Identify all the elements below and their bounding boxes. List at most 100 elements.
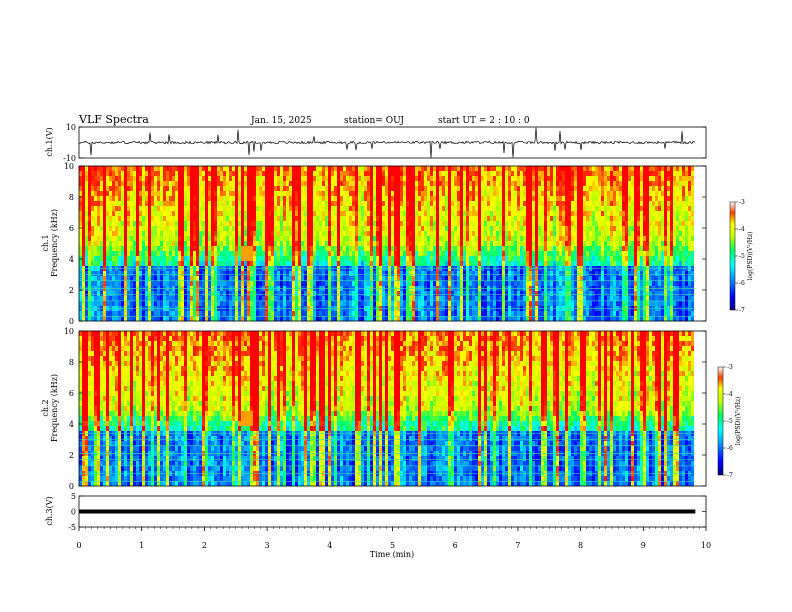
spectrogram-cell: [367, 221, 370, 227]
spectrogram-cell: [355, 216, 358, 222]
spectrogram-cell: [235, 206, 238, 212]
spectrogram-cell: [256, 181, 259, 187]
spectrogram-cell: [541, 311, 544, 317]
spectrogram-cell: [547, 296, 550, 302]
spectrogram-cell: [253, 201, 256, 207]
spectrogram-cell: [412, 171, 415, 177]
spectrogram-cell: [226, 236, 229, 242]
spectrogram-cell: [277, 316, 280, 322]
spectrogram-cell: [454, 211, 457, 217]
spectrogram-cell: [487, 181, 490, 187]
spectrogram-cell: [487, 311, 490, 317]
spectrogram-cell: [421, 166, 424, 172]
spectrogram-cell: [178, 186, 181, 192]
spectrogram-cell: [112, 281, 115, 287]
spectrogram-cell: [193, 301, 196, 307]
spectrogram-cell: [199, 261, 202, 267]
spectrogram-cell: [142, 171, 145, 177]
spectrogram-cell: [553, 256, 556, 262]
spectrogram-cell: [508, 246, 511, 252]
spectrogram-cell: [157, 186, 160, 192]
spectrogram-cell: [340, 221, 343, 227]
spectrogram-cell: [436, 256, 439, 262]
spectrogram-cell: [541, 171, 544, 177]
spectrogram-cell: [472, 251, 475, 257]
spectrogram-cell: [241, 301, 244, 307]
spectrogram-cell: [403, 301, 406, 307]
spectrogram-cell: [334, 171, 337, 177]
spectrogram-cell: [547, 316, 550, 322]
spectrogram-cell: [214, 176, 217, 182]
spectrogram-cell: [409, 211, 412, 217]
spectrogram-cell: [475, 171, 478, 177]
spectrogram-cell: [268, 191, 271, 197]
spectrogram-cell: [115, 231, 118, 237]
spectrogram-cell: [109, 221, 112, 227]
spectrogram-cell: [379, 231, 382, 237]
spectrogram-cell: [184, 181, 187, 187]
spectrogram-cell: [262, 256, 265, 262]
spectrogram-cell: [79, 231, 82, 237]
spectrogram-cell: [373, 316, 376, 322]
spectrogram-cell: [397, 191, 400, 197]
spectrogram-cell: [139, 231, 142, 237]
spectrogram-cell: [379, 311, 382, 317]
spectrogram-cell: [304, 291, 307, 297]
spectrogram-cell: [295, 291, 298, 297]
spectrogram-cell: [262, 171, 265, 177]
spectrogram-cell: [337, 206, 340, 212]
spectrogram-cell: [442, 206, 445, 212]
spectrogram-cell: [457, 241, 460, 247]
spectrogram-cell: [340, 241, 343, 247]
spectrogram-cell: [235, 236, 238, 242]
spectrogram-cell: [202, 166, 205, 172]
spectrogram-cell: [484, 311, 487, 317]
spectrogram-cell: [103, 206, 106, 212]
spectrogram-cell: [88, 301, 91, 307]
spectrogram-cell: [130, 241, 133, 247]
spectrogram-cell: [226, 231, 229, 237]
spectrogram-cell: [220, 181, 223, 187]
spectrogram-cell: [532, 276, 535, 282]
spectrogram-cell: [106, 246, 109, 252]
spectrogram-cell: [448, 211, 451, 217]
spectrogram-cell: [175, 246, 178, 252]
spectrogram-cell: [118, 291, 121, 297]
spectrogram-cell: [127, 231, 130, 237]
spectrogram-cell: [496, 181, 499, 187]
spectrogram-cell: [106, 236, 109, 242]
spectrogram-cell: [430, 311, 433, 317]
spectrogram-cell: [322, 226, 325, 232]
spectrogram-cell: [331, 231, 334, 237]
spectrogram-cell: [253, 236, 256, 242]
spectrogram-cell: [385, 256, 388, 262]
spectrogram-cell: [292, 276, 295, 282]
spectrogram-cell: [79, 226, 82, 232]
spectrogram-cell: [424, 311, 427, 317]
spectrogram-cell: [250, 311, 253, 317]
spectrogram-cell: [274, 276, 277, 282]
spectrogram-cell: [418, 246, 421, 252]
spectrogram-cell: [490, 256, 493, 262]
spectrogram-cell: [127, 196, 130, 202]
spectrogram-cell: [298, 206, 301, 212]
spectrogram-cell: [556, 281, 559, 287]
spectrogram-cell: [415, 206, 418, 212]
spectrogram-cell: [466, 236, 469, 242]
spectrogram-cell: [214, 316, 217, 322]
spectrogram-cell: [289, 186, 292, 192]
spectrogram-cell: [370, 226, 373, 232]
spectrogram-cell: [199, 276, 202, 282]
spectrogram-cell: [139, 206, 142, 212]
spectrogram-cell: [145, 301, 148, 307]
spectrogram-cell: [325, 186, 328, 192]
spectrogram-cell: [100, 216, 103, 222]
spectrogram-cell: [253, 226, 256, 232]
spectrogram-cell: [136, 216, 139, 222]
spectrogram-cell: [499, 301, 502, 307]
spectrogram-cell: [166, 236, 169, 242]
spectrogram-cell: [193, 271, 196, 277]
spectrogram-cell: [160, 231, 163, 237]
spectrogram-cell: [304, 201, 307, 207]
spectrogram-cell: [529, 191, 532, 197]
